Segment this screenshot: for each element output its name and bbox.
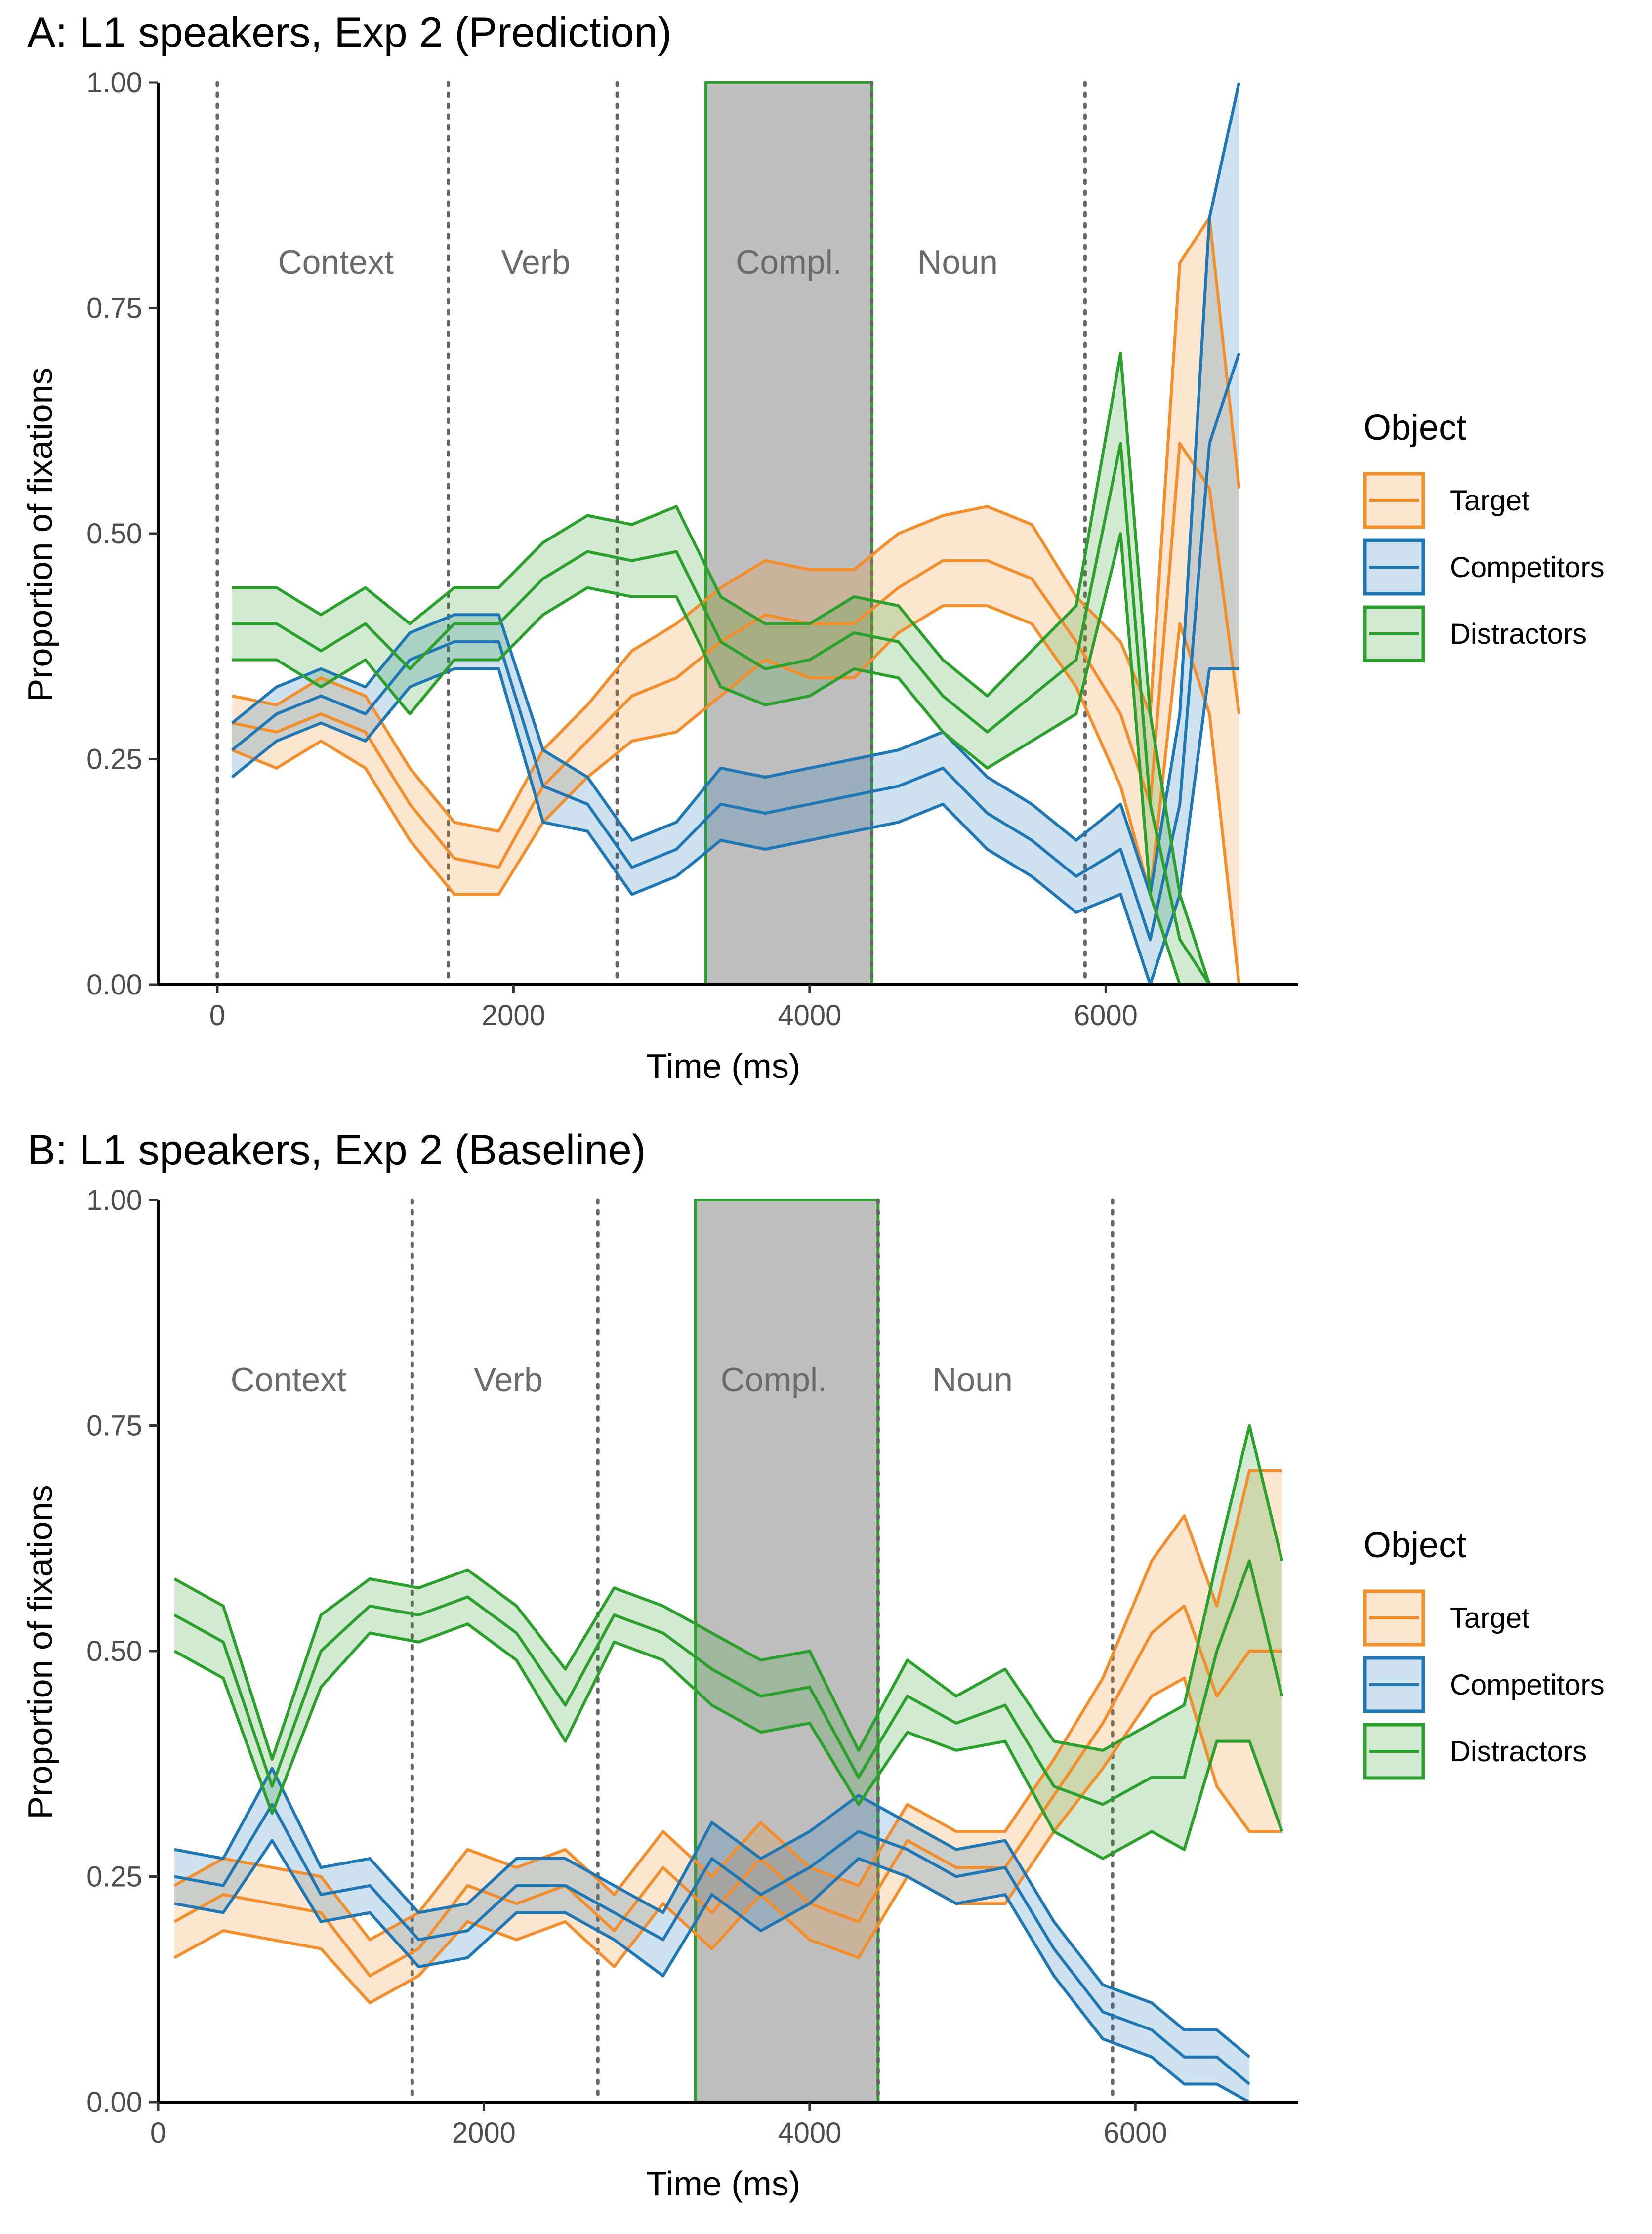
chart-a-y-tick-label-2: 0.50 (86, 518, 142, 550)
chart-b-y-tick-label-0: 0.00 (86, 2086, 142, 2118)
chart-a-shaded-region (704, 81, 873, 986)
chart-a-region-label-verb: Verb (501, 244, 570, 281)
chart-a-y-tick-label-1: 0.25 (86, 744, 142, 776)
chart-a-legend: Object Target Competitors Distractors (1363, 408, 1605, 662)
chart-a-ribbon-target (232, 217, 1239, 985)
chart-b-ticks: 0 2000 4000 6000 0.00 0.25 0.50 0.75 1.00 (86, 1184, 1167, 2149)
chart-a-ribbon-competitors (232, 83, 1239, 985)
chart-a-y-axis-label: Proportion of fixations (21, 367, 59, 702)
chart-b-line-distractors-lower (173, 1622, 1283, 1860)
chart-panel-b: Context Verb Compl. Noun 0 2000 4000 6000 0.00 0… (0, 1117, 1652, 2234)
chart-b-x-tick-label-3: 6000 (1104, 2117, 1167, 2149)
chart-a-region-labels: Context Verb Compl. Noun (278, 244, 998, 281)
chart-a-x-tick-label-1: 2000 (482, 999, 545, 1032)
chart-b-x-axis-label: Time (ms) (646, 2164, 800, 2203)
chart-a-lines-layer (231, 82, 1241, 986)
chart-a-legend-label-distractors: Distractors (1450, 618, 1587, 650)
chart-b-legend: Object Target Competitors Distractors (1363, 1526, 1605, 1780)
chart-a-line-competitors-mean (231, 352, 1240, 941)
chart-a-x-axis-label: Time (ms) (646, 1047, 800, 1085)
chart-a-shade-layer (704, 81, 873, 986)
chart-b-legend-label-competitors: Competitors (1450, 1669, 1605, 1701)
chart-b-y-tick-label-2: 0.50 (86, 1635, 142, 1667)
chart-panel-a: Context Verb Compl. Noun 0 2000 4000 6000 0.00 0… (21, 9, 1605, 1085)
chart-a-line-target-mean (232, 442, 1241, 869)
chart-b-legend-label-target: Target (1450, 1602, 1529, 1634)
chart-a-x-tick-label-3: 6000 (1074, 999, 1138, 1032)
chart-b-y-tick-label-1: 0.25 (86, 1861, 142, 1893)
chart-a-title: A: L1 speakers, Exp 2 (Prediction) (27, 9, 672, 56)
chart-b-svg: Context Verb Compl. Noun 0 2000 4000 60000.000… (21, 1126, 1605, 2203)
chart-a-legend-title: Object (1363, 408, 1466, 448)
chart-a-ticks: 0 2000 4000 6000 0.00 0.25 0.50 0.75 1.00 (86, 67, 1138, 1032)
chart-a-line-distractors-upper (232, 351, 1239, 986)
chart-a-ribbons-layer (232, 83, 1239, 985)
chart-b-legend-label-distractors: Distractors (1450, 1736, 1587, 1768)
chart-a-legend-label-target: Target (1450, 485, 1529, 517)
chart-b-region-labels: Context Verb Compl. Noun (231, 1361, 1013, 1399)
chart-a-line-target-upper (232, 216, 1241, 833)
chart-b-y-tick-label-3: 0.75 (86, 1410, 142, 1442)
chart-b-region-label-compl: Compl. (721, 1361, 827, 1399)
chart-b-line-distractors-mean (173, 1559, 1283, 1806)
chart-a-line-competitors-upper (231, 82, 1241, 896)
chart-a-legend-label-competitors: Competitors (1450, 551, 1605, 583)
chart-b-region-label-context: Context (231, 1361, 346, 1399)
chart-b-line-target-upper (173, 1469, 1282, 1942)
chart-a-line-distractors-lower (232, 532, 1239, 986)
chart-a-x-tick-label-2: 4000 (778, 999, 841, 1032)
chart-a-x-tick-label-0: 0 (209, 999, 225, 1032)
chart-a-svg: Context Verb Compl. Noun 0 2000 4000 60000.000… (21, 9, 1605, 1085)
chart-b-y-axis-label: Proportion of fixations (21, 1485, 59, 1819)
chart-a-y-tick-label-4: 1.00 (86, 67, 142, 99)
chart-b-lines-layer (173, 1424, 1283, 2104)
chart-b-ribbon-competitors (174, 1768, 1250, 2102)
chart-b-line-competitors-upper (174, 1767, 1251, 2059)
chart-b-y-tick-label-4: 1.00 (86, 1184, 142, 1216)
chart-a-region-label-compl: Compl. (736, 244, 842, 281)
chart-a-line-distractors-mean (232, 442, 1239, 986)
chart-b-region-label-noun: Noun (932, 1361, 1013, 1399)
chart-a-region-label-noun: Noun (917, 244, 998, 281)
chart-b-x-tick-label-2: 4000 (778, 2117, 841, 2149)
chart-b-line-competitors-lower (174, 1839, 1250, 2104)
chart-b-region-label-verb: Verb (474, 1361, 543, 1399)
chart-a-line-competitors-lower (231, 667, 1239, 986)
chart-a-line-target-lower (231, 604, 1241, 985)
chart-b-line-distractors-upper (173, 1424, 1283, 1761)
chart-b-ribbon-distractors (174, 1425, 1282, 1859)
chart-a-y-tick-label-3: 0.75 (86, 292, 142, 325)
chart-a-y-tick-label-0: 0.00 (86, 969, 142, 1001)
chart-b-title: B: L1 speakers, Exp 2 (Baseline) (27, 1126, 646, 1174)
chart-b-legend-title: Object (1363, 1526, 1466, 1565)
chart-b-line-competitors-mean (174, 1803, 1251, 2085)
chart-b-x-tick-label-1: 2000 (452, 2117, 516, 2149)
chart-b-x-tick-label-0: 0 (150, 2117, 166, 2149)
chart-a-region-label-context: Context (278, 244, 394, 281)
chart-a-ribbon-distractors (232, 353, 1239, 985)
